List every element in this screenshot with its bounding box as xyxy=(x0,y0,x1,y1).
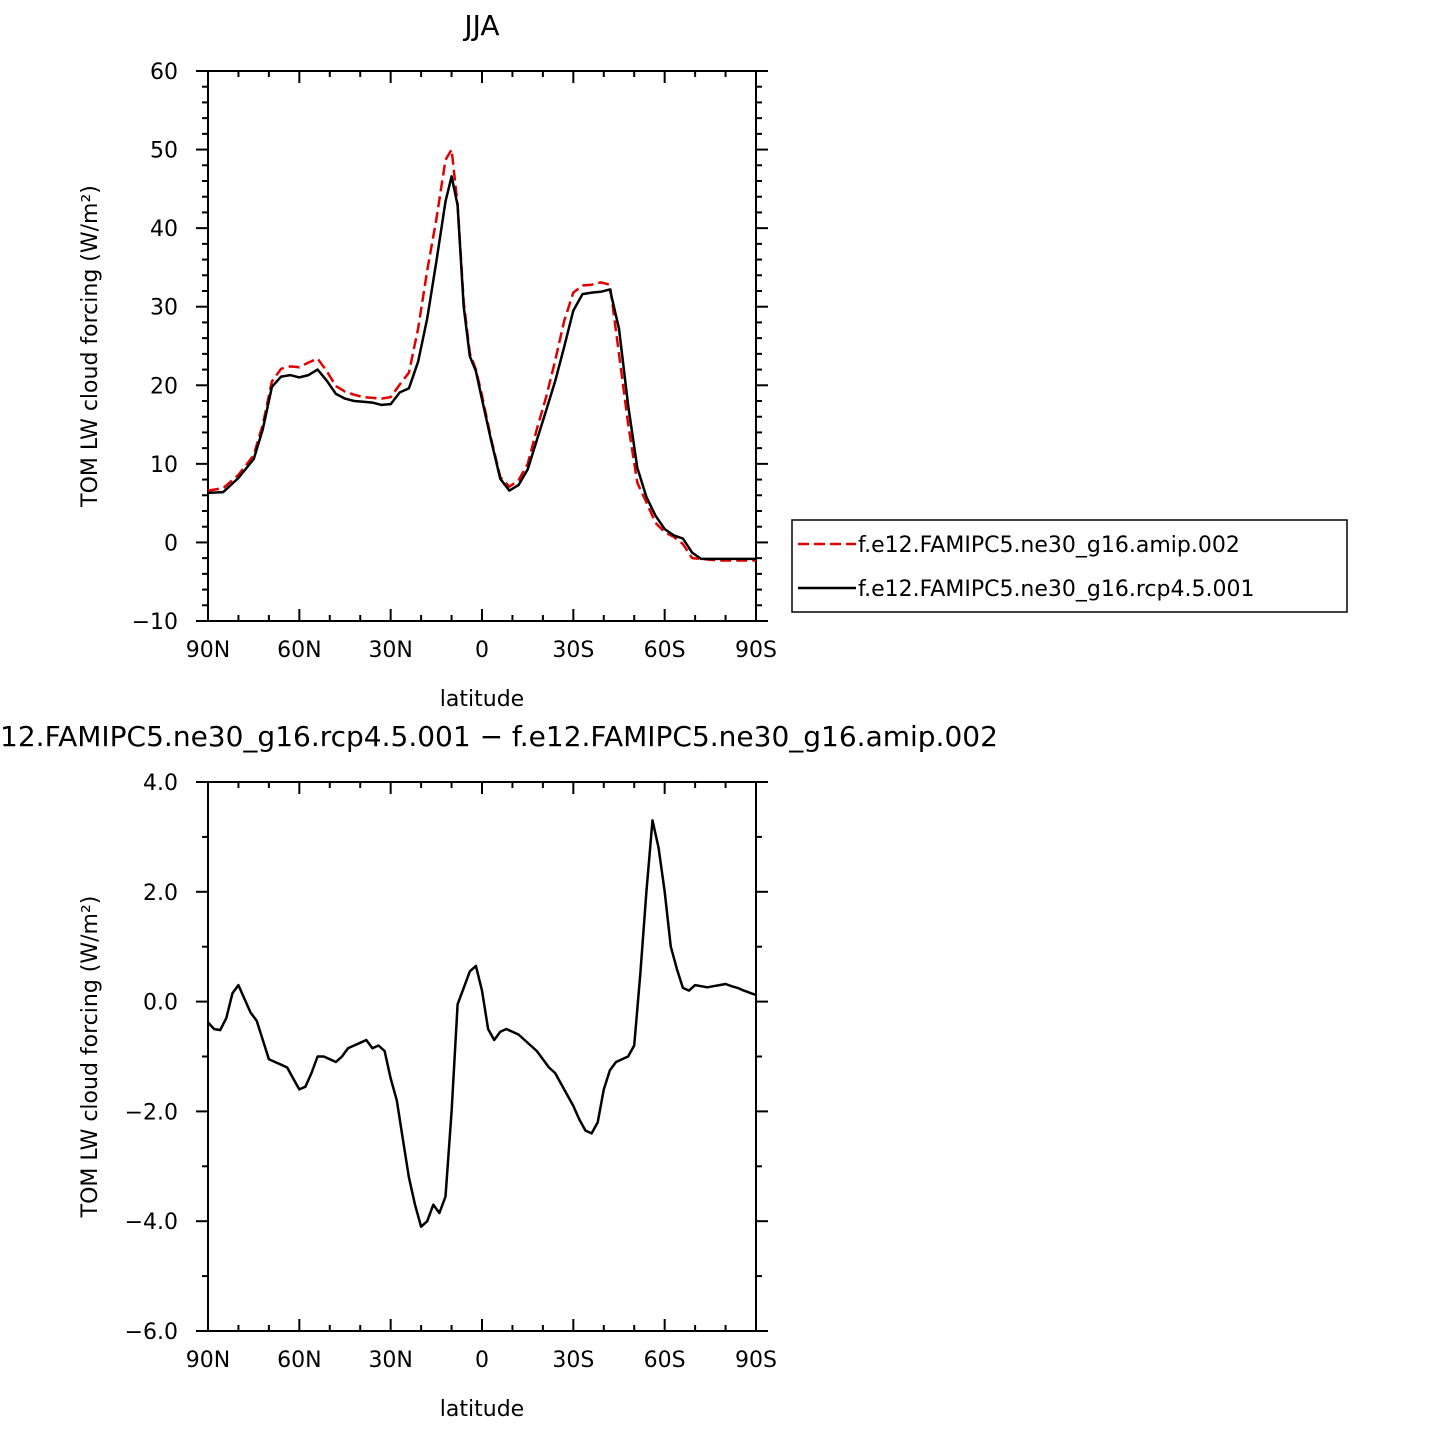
x-tick-label: 90S xyxy=(735,1348,777,1373)
x-tick-label: 90N xyxy=(186,1348,230,1373)
x-tick-label: 60N xyxy=(277,638,321,663)
series-line-1 xyxy=(207,819,757,1228)
chart-title: f.e12.FAMIPC5.ne30_g16.rcp4.5.001 − f.e1… xyxy=(0,720,998,753)
series-line-2 xyxy=(207,175,756,561)
y-tick-label: 0 xyxy=(164,531,178,556)
legend-label-2: f.e12.FAMIPC5.ne30_g16.rcp4.5.001 xyxy=(858,577,1254,602)
legend: f.e12.FAMIPC5.ne30_g16.amip.002 f.e12.FAM… xyxy=(791,519,1348,613)
panel-2: f.e12.FAMIPC5.ne30_g16.rcp4.5.001 − f.e1… xyxy=(0,720,998,1422)
x-tick-label: 0 xyxy=(475,1348,489,1373)
panel-1: JJA 90N 60N 30N 0 30S 60S 90S latitude −10 0 10 20 30… xyxy=(78,9,1348,712)
y-tick-label: 60 xyxy=(150,60,178,85)
y-tick-label: 2.0 xyxy=(143,881,178,906)
y-tick-label: −6.0 xyxy=(125,1320,178,1345)
x-tick-label: 30S xyxy=(552,1348,594,1373)
x-axis-label: latitude xyxy=(440,1397,524,1422)
y-tick-label: −4.0 xyxy=(125,1210,178,1235)
y-tick-label: 30 xyxy=(150,296,178,321)
x-tick-label: 30S xyxy=(552,638,594,663)
legend-box xyxy=(791,519,1348,613)
x-tick-label: 90S xyxy=(735,638,777,663)
y-tick-label: 0.0 xyxy=(143,991,178,1016)
y-tick-label: −10 xyxy=(132,610,178,635)
x-tick-label: 60N xyxy=(277,1348,321,1373)
y-tick-label: −2.0 xyxy=(125,1100,178,1125)
y-axis-label: TOM LW cloud forcing (W/m²) xyxy=(78,896,103,1219)
legend-label-1: f.e12.FAMIPC5.ne30_g16.amip.002 xyxy=(858,533,1240,558)
x-tick-label: 30N xyxy=(368,1348,412,1373)
x-tick-label: 30N xyxy=(368,638,412,663)
x-tick-label: 60S xyxy=(644,1348,686,1373)
x-tick-label: 90N xyxy=(186,638,230,663)
y-tick-label: 20 xyxy=(150,374,178,399)
y-tick-label: 4.0 xyxy=(143,771,178,796)
x-tick-label: 60S xyxy=(644,638,686,663)
x-axis-label: latitude xyxy=(440,687,524,712)
x-tick-label: 0 xyxy=(475,638,489,663)
y-tick-label: 50 xyxy=(150,139,178,164)
y-axis-label: TOM LW cloud forcing (W/m²) xyxy=(78,185,103,508)
chart-title: JJA xyxy=(462,9,499,42)
y-tick-label: 40 xyxy=(150,217,178,242)
y-tick-label: 10 xyxy=(150,453,178,478)
